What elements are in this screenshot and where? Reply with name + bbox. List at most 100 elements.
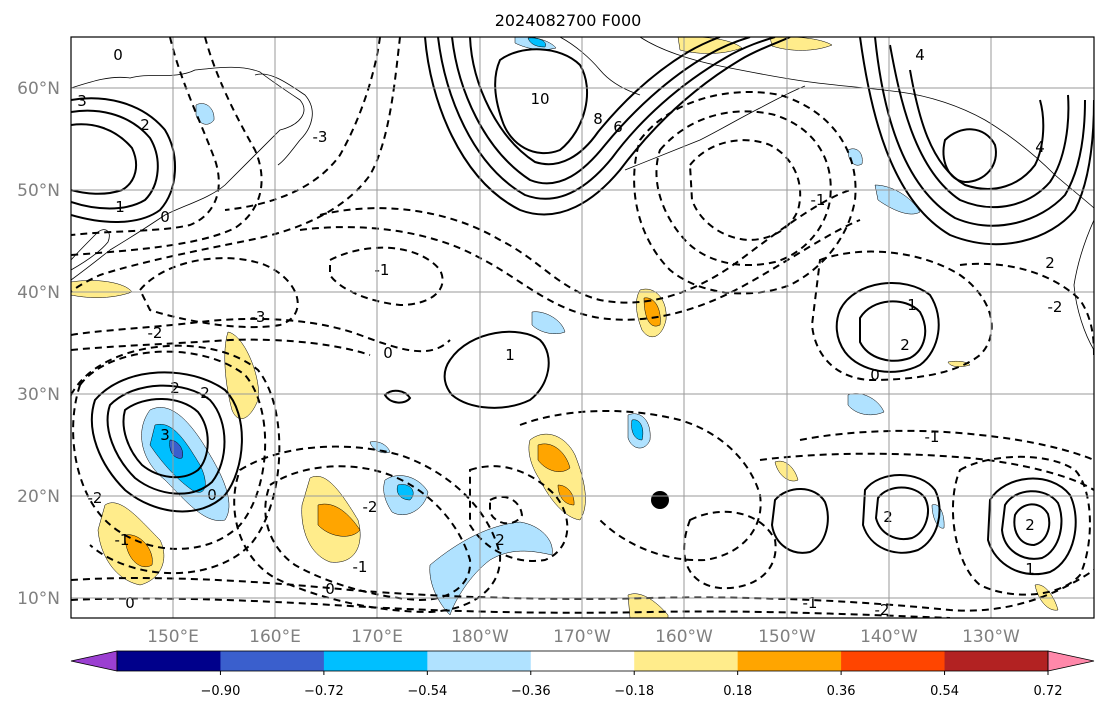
contour-label: 2: [495, 531, 505, 549]
contour-label: 1: [907, 296, 917, 314]
colorbar-tick-label: −0.90: [201, 684, 241, 699]
contour-label: 2: [140, 116, 150, 134]
contour-label: -2: [88, 489, 103, 507]
coast-north-america: [1073, 219, 1094, 351]
contour-mid-south-high: [770, 488, 829, 554]
contour-label: -1: [353, 558, 368, 576]
contour-label: 0: [113, 46, 123, 64]
coast-kamchatka: [254, 73, 313, 166]
contour-label: -3: [251, 308, 266, 326]
contour-ne-high-3: [889, 44, 1070, 209]
contour-label: 6: [613, 118, 623, 136]
dash-east-band: [799, 429, 1094, 461]
colorbar-segment: [323, 651, 428, 671]
contour-ne-high-4: [909, 69, 1045, 190]
contour-label: 4: [1035, 138, 1045, 156]
dashed-contours: [71, 37, 1094, 618]
contour-label: -1: [925, 428, 940, 446]
solid-contours: [71, 37, 1094, 576]
contour-label: 2: [200, 384, 210, 402]
lat-label: 60°N: [17, 79, 60, 99]
lat-label: 50°N: [17, 181, 60, 201]
colorbar-segment: [841, 651, 946, 671]
contour-label: 10: [530, 90, 549, 108]
colorbar-segment: [530, 651, 635, 671]
dash-east-band-2: [759, 452, 1094, 491]
contour-label: 3: [160, 426, 170, 444]
lon-label: 180°W: [451, 627, 509, 647]
contour-label: 0: [383, 344, 393, 362]
contour-nw-high-1: [71, 97, 176, 223]
coast-bering: [559, 37, 641, 96]
dash-north-trough-1: [71, 37, 401, 293]
contour-south-high-2: [874, 486, 929, 540]
contour-label: 2: [1025, 516, 1035, 534]
contour-label: 1: [115, 198, 125, 216]
shade-cyan-north-center: [527, 37, 546, 48]
colorbar-segment: [117, 651, 221, 671]
contour-east-high-2: [859, 300, 927, 362]
contour-label: -1: [803, 594, 818, 612]
shade-blue-se-tiny: [931, 504, 945, 529]
contour-small-loop: [383, 389, 412, 404]
shade-yellow-far-se: [1034, 584, 1059, 611]
contour-ne-high-1: [859, 37, 1094, 246]
colorbar-extend-left: [70, 650, 118, 672]
contour-label: -1: [811, 191, 826, 209]
shade-yellow-japan: [71, 280, 133, 298]
dash-hawaii-2: [469, 465, 569, 562]
contour-label: -1: [115, 531, 130, 549]
contour-label: -2: [363, 498, 378, 516]
lon-label: 160°W: [655, 627, 713, 647]
shade-blue-mid-west: [369, 441, 391, 454]
shade-yellow-hawaii-west: [528, 433, 586, 521]
colorbar-segment: [220, 651, 325, 671]
dash-west-2: [71, 317, 451, 353]
colorbar-tick-label: −0.54: [407, 684, 447, 699]
colorbar-segment: [737, 651, 842, 671]
lat-label: 10°N: [17, 589, 60, 609]
longitude-labels: 150°E 160°E 170°E 180°W 170°W 160°W 150°…: [147, 627, 1020, 647]
coast-aleutians: [624, 85, 806, 171]
contour-label: -2: [1048, 298, 1063, 316]
dash-west-low-outer: [72, 350, 267, 550]
contour-label: 2: [900, 336, 910, 354]
contour-label: 0: [870, 366, 880, 384]
dash-se-ring: [951, 455, 1091, 596]
contour-label: 2: [170, 379, 180, 397]
shade-blue-ne-2: [847, 148, 863, 166]
contour-se-high-2: [1000, 490, 1063, 560]
location-marker: [651, 491, 669, 509]
lat-label: 20°N: [17, 487, 60, 507]
shade-blue-ne-1: [874, 184, 921, 215]
shade-yellow-north: [677, 37, 743, 54]
contour-center-high: [443, 330, 550, 409]
colorbar-outline: [116, 650, 1049, 672]
contour-south-high-1: [861, 474, 941, 554]
contour-label: 2: [1045, 254, 1055, 272]
contour-north-10: [494, 48, 588, 155]
lon-label: 150°W: [758, 627, 816, 647]
colorbar-tick-label: 0.36: [827, 684, 856, 699]
colorbar-segment: [634, 651, 739, 671]
dash-south-big: [264, 465, 472, 602]
dash-nw-2: [71, 37, 263, 256]
colorbar-tick-label: 0.54: [930, 684, 959, 699]
dash-center-wide: [319, 189, 851, 304]
contour-labels: 10 8 6 4 4 3 2 1 0 0 -1 -2 -3 -3 -2 3 2 …: [77, 46, 1063, 618]
shade-yellow-north-2: [769, 37, 833, 51]
lon-label: 160°E: [249, 627, 301, 647]
colorbar-tick-label: −0.18: [614, 684, 654, 699]
lat-label: 30°N: [17, 385, 60, 405]
colorbar-tick-label: −0.72: [304, 684, 344, 699]
dash-hawaii-1: [519, 409, 762, 562]
dash-west-3: [138, 257, 299, 329]
contour-se-high-3: [1013, 503, 1051, 547]
dash-east-1: [810, 250, 993, 382]
coast-japan: [71, 229, 110, 271]
colorbar-segment: [427, 651, 532, 671]
shade-blue-east: [847, 393, 885, 416]
shaded-regions: [71, 37, 1059, 618]
contour-east-high-1: [835, 282, 940, 373]
